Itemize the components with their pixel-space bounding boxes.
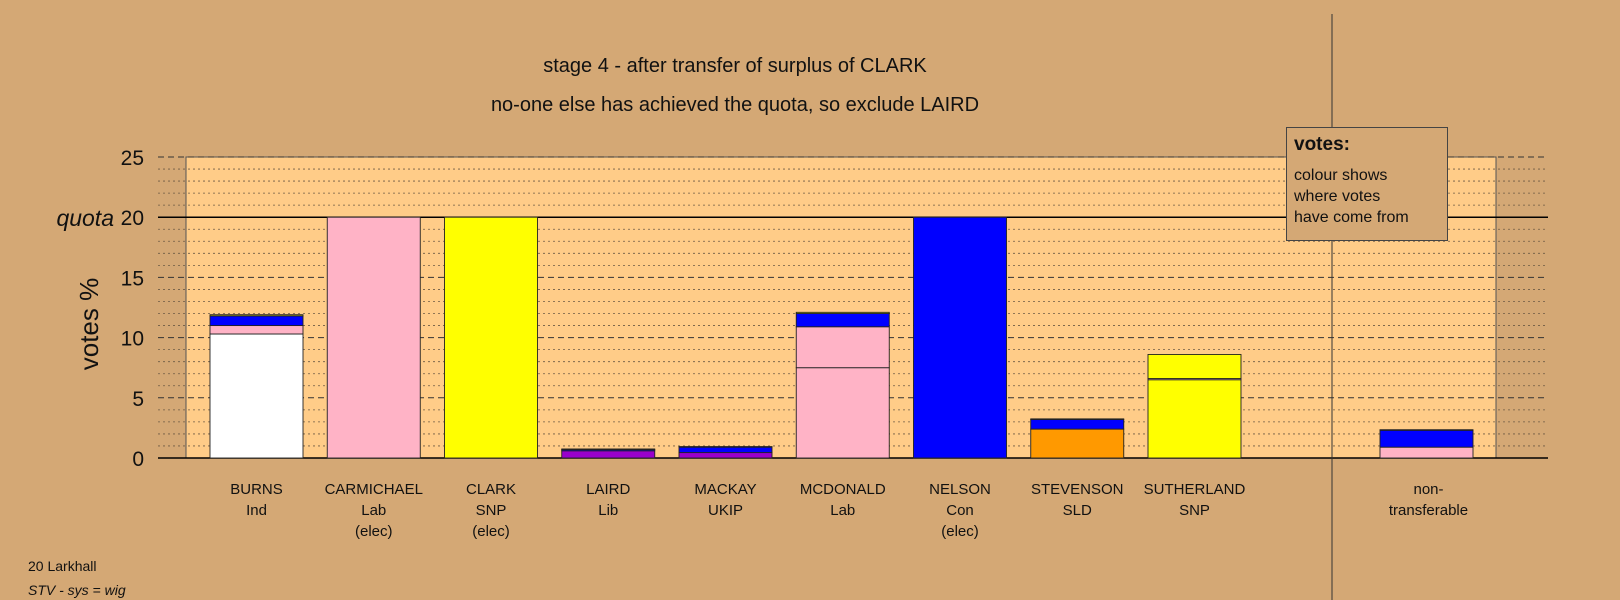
legend-box: votes: colour shows where votes have com… xyxy=(1286,127,1448,241)
category-label: SUTHERLAND xyxy=(1144,481,1246,498)
bar-segment xyxy=(678,446,773,448)
category-label: STEVENSON xyxy=(1031,481,1124,498)
y-tick-label: 10 xyxy=(121,328,144,351)
footer-system: STV - sys = wig xyxy=(28,582,126,598)
legend-line: colour shows xyxy=(1294,167,1388,184)
y-tick-label: 0 xyxy=(132,448,144,471)
category-label: non- xyxy=(1413,481,1443,498)
bar-segment xyxy=(913,216,1007,459)
bar-segment xyxy=(1147,354,1242,379)
category-label: (elec) xyxy=(355,523,393,540)
bar-mackay xyxy=(678,446,773,459)
category-label: (elec) xyxy=(941,523,979,540)
bar-laird xyxy=(561,448,656,459)
y-tick-label: 20 xyxy=(121,207,144,230)
bar-segment xyxy=(1030,428,1125,459)
bar-segment xyxy=(209,333,304,459)
category-label: BURNS xyxy=(230,481,283,498)
bar-mcdonald xyxy=(795,311,890,459)
bar-nelson xyxy=(913,216,1007,459)
bar-clark xyxy=(444,216,538,459)
bar-segment xyxy=(795,326,890,369)
legend-line: where votes xyxy=(1294,188,1381,205)
legend-title: votes: xyxy=(1294,134,1350,155)
bar-segment xyxy=(326,216,421,459)
category-label: UKIP xyxy=(708,502,743,519)
category-label: Lab xyxy=(361,502,386,519)
category-label: Con xyxy=(946,502,974,519)
bar-carmichael xyxy=(326,216,421,459)
bar-segment xyxy=(795,367,890,459)
bar-segment xyxy=(1030,419,1125,430)
footer-location: 20 Larkhall xyxy=(28,558,97,574)
category-label: SNP xyxy=(476,502,507,519)
bar-segment xyxy=(1379,429,1474,448)
bar-segment xyxy=(209,314,304,317)
category-label: NELSON xyxy=(929,481,991,498)
bar-segment xyxy=(561,448,656,451)
bar-segment xyxy=(209,325,304,335)
quota-label: quota xyxy=(56,205,114,231)
category-label: CLARK xyxy=(466,481,516,498)
category-label: MACKAY xyxy=(694,481,756,498)
category-label: Lab xyxy=(830,502,855,519)
category-label: transferable xyxy=(1389,502,1468,519)
bar-segment xyxy=(1379,446,1474,459)
x-category-labels: BURNS Ind CARMICHAEL Lab (elec) CLARK SNP (elec… xyxy=(230,481,1468,540)
bar-segment xyxy=(561,450,656,459)
chart-subtitle: no-one else has achieved the quota, so e… xyxy=(491,94,979,116)
category-label: SNP xyxy=(1179,502,1210,519)
bar-segment xyxy=(209,315,304,327)
bar-stevenson xyxy=(1030,418,1125,459)
y-tick-label: 15 xyxy=(121,267,144,290)
category-label: Ind xyxy=(246,502,267,519)
y-axis-label: votes % xyxy=(74,278,104,371)
category-label: CARMICHAEL xyxy=(325,481,423,498)
y-tick-label: 5 xyxy=(132,388,144,411)
y-tick-labels: 0 5 10 15 20 25 xyxy=(121,147,144,471)
category-label: LAIRD xyxy=(586,481,630,498)
bar-segment xyxy=(1379,429,1474,431)
bar-burns xyxy=(209,314,304,459)
bar-segment xyxy=(678,446,773,454)
bar-nontransferable xyxy=(1379,429,1474,459)
category-label: MCDONALD xyxy=(800,481,886,498)
y-tick-label: 25 xyxy=(121,147,144,170)
category-label: Lib xyxy=(598,502,618,519)
bar-segment xyxy=(795,313,890,328)
bar-sutherland xyxy=(1147,354,1242,459)
chart-title: stage 4 - after transfer of surplus of C… xyxy=(543,55,927,77)
bar-segment xyxy=(444,216,538,459)
bar-segment xyxy=(678,452,773,459)
category-label: SLD xyxy=(1063,502,1092,519)
bar-segment xyxy=(1030,418,1125,420)
bar-segment xyxy=(1147,379,1242,459)
category-label: (elec) xyxy=(472,523,510,540)
legend-line: have come from xyxy=(1294,209,1409,226)
bar-segment xyxy=(795,311,890,314)
bars xyxy=(209,216,1474,459)
